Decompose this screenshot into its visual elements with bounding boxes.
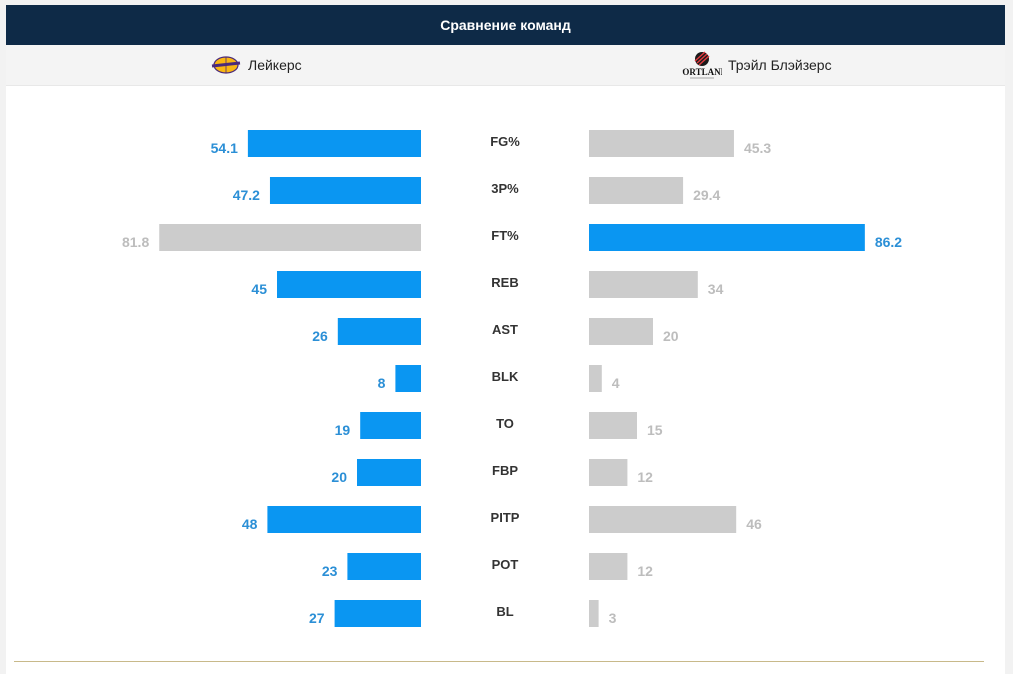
home-value-label: 27 [309,610,325,626]
home-bar [337,318,421,345]
home-value-label: 54.1 [211,140,238,156]
category-label: AST [492,322,518,337]
home-bar [395,365,421,392]
home-bar [269,177,421,204]
away-bar [589,318,653,345]
category-label: BLK [492,369,519,384]
svg-text:PORTLAND: PORTLAND [682,67,722,77]
away-bar [589,177,684,204]
home-value-label: 8 [378,375,386,391]
away-bar [589,271,698,298]
category-label: FG% [490,134,520,149]
away-value-label: 4 [612,375,620,391]
teams-row: Лейкерс PORTLAND Трэйл Блэйзерс [6,45,1005,86]
card-header: Сравнение команд [6,5,1005,45]
home-value-label: 20 [331,469,347,485]
away-value-label: 15 [647,422,663,438]
away-bar [589,459,628,486]
home-value-label: 23 [322,563,338,579]
home-bar [247,130,421,157]
home-team[interactable]: Лейкерс [210,45,302,85]
away-value-label: 12 [637,563,653,579]
away-bar [589,365,602,392]
home-bar [357,459,421,486]
away-bar [589,553,628,580]
home-value-label: 47.2 [233,187,260,203]
away-bar [589,600,599,627]
away-bar [589,130,734,157]
home-bar [334,600,421,627]
category-label: REB [491,275,518,290]
away-value-label: 45.3 [744,140,771,156]
category-label: POT [492,557,519,572]
category-label: FT% [491,228,519,243]
home-bar [159,224,422,251]
away-value-label: 3 [609,610,617,626]
home-value-label: 81.8 [122,234,149,250]
home-value-label: 48 [242,516,258,532]
home-bar [360,412,421,439]
category-label: 3P% [491,181,519,196]
card-title: Сравнение команд [440,17,571,33]
away-value-label: 20 [663,328,679,344]
home-team-name: Лейкерс [248,57,302,73]
category-label: FBP [492,463,518,478]
away-bar [589,506,737,533]
divider [14,661,984,662]
away-value-label: 86.2 [875,234,902,250]
portland-logo-icon: PORTLAND [682,49,722,81]
away-bar [589,224,865,251]
away-team[interactable]: PORTLAND Трэйл Блэйзерс [682,45,832,85]
home-value-label: 45 [251,281,267,297]
home-value-label: 26 [312,328,328,344]
home-bar [267,506,421,533]
away-team-name: Трэйл Блэйзерс [728,57,832,73]
away-value-label: 12 [637,469,653,485]
home-bar [277,271,421,298]
away-value-label: 46 [746,516,762,532]
team-comparison-card: Сравнение команд Лейкерс PORTLAND [6,5,1005,674]
away-value-label: 29.4 [693,187,720,203]
away-bar [589,412,637,439]
away-value-label: 34 [708,281,724,297]
home-bar [347,553,421,580]
home-value-label: 19 [335,422,351,438]
lakers-logo-icon [210,55,242,75]
category-label: TO [496,416,514,431]
category-label: PITP [491,510,520,525]
category-label: BL [496,604,513,619]
